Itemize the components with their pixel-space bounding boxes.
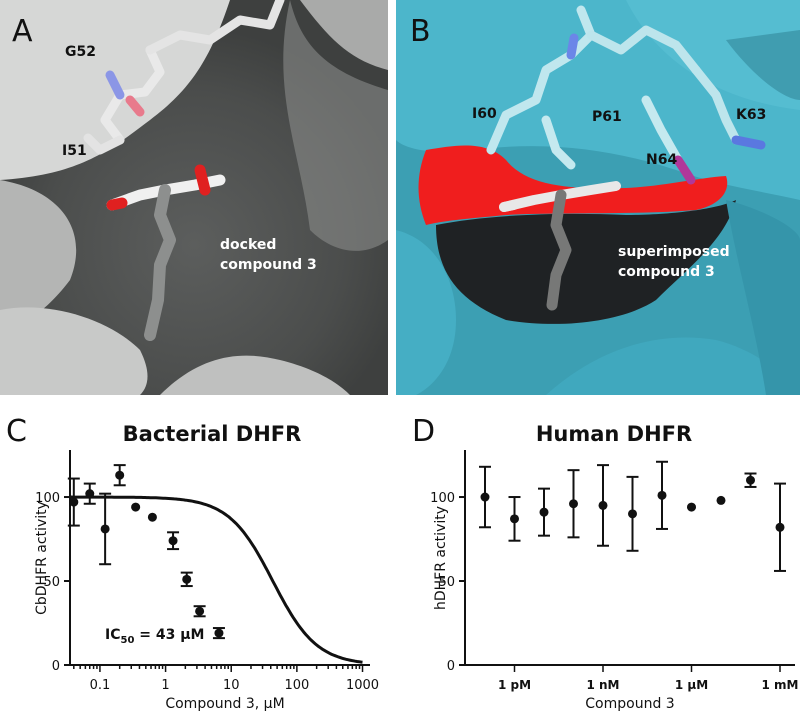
data-point bbox=[195, 606, 205, 616]
residue-label-g52: G52 bbox=[65, 44, 96, 60]
chart-c-ylabel: CbDHFR activity bbox=[34, 501, 50, 615]
x-tick-label: 10 bbox=[223, 678, 240, 693]
data-point bbox=[115, 470, 125, 480]
y-tick-label: 100 bbox=[430, 491, 455, 506]
data-point bbox=[69, 497, 79, 507]
data-point bbox=[131, 502, 141, 512]
x-tick-label: 0.1 bbox=[90, 678, 111, 693]
y-tick-label: 0 bbox=[52, 659, 60, 674]
residue-label-i60: I60 bbox=[472, 106, 497, 122]
fit-curve bbox=[70, 495, 363, 664]
chart-c-title: Bacterial DHFR bbox=[123, 422, 302, 446]
chart-d: D Human DHFR hDHFR activity Compound 3 0… bbox=[412, 414, 799, 712]
panel-c-letter: C bbox=[6, 414, 27, 449]
compound-label-line1: docked bbox=[220, 237, 277, 253]
y-tick-label: 100 bbox=[35, 491, 60, 506]
chart-c: C Bacterial DHFR CbDHFR activity Compoun… bbox=[6, 414, 379, 712]
x-tick-label: 1 bbox=[161, 678, 169, 693]
data-point bbox=[539, 507, 549, 517]
residue-label-n64: N64 bbox=[646, 152, 678, 168]
ic50-annotation: IC50 = 43 μM bbox=[105, 627, 204, 646]
data-point bbox=[628, 509, 637, 519]
x-tick-label: 100 bbox=[284, 678, 309, 693]
panel-d-letter: D bbox=[412, 414, 435, 449]
panel-b-image bbox=[396, 0, 800, 395]
residue-label-p61: P61 bbox=[592, 109, 622, 125]
panel-b-structure: B I60 P61 K63 N64 superimposed compound … bbox=[396, 0, 800, 395]
compound-label-line2: compound 3 bbox=[220, 257, 317, 273]
chart-d-ylabel: hDHFR activity bbox=[433, 506, 449, 610]
compound-label-line2: compound 3 bbox=[618, 264, 715, 280]
y-tick-label: 50 bbox=[438, 575, 455, 590]
chart-c-xlabel: Compound 3, μM bbox=[165, 696, 284, 712]
x-tick-label: 1 nM bbox=[586, 678, 619, 692]
residue-label-i51: I51 bbox=[62, 143, 87, 159]
data-point bbox=[569, 499, 578, 509]
y-tick-label: 0 bbox=[447, 659, 455, 674]
chart-d-title: Human DHFR bbox=[536, 422, 692, 446]
data-point bbox=[775, 522, 785, 532]
x-tick-label: 1 mM bbox=[762, 678, 799, 692]
x-tick-label: 1 pM bbox=[498, 678, 531, 692]
panel-a-structure: A G52 I51 docked compound 3 bbox=[0, 0, 388, 395]
data-point bbox=[147, 512, 157, 522]
data-point bbox=[510, 514, 519, 524]
data-point bbox=[168, 536, 178, 546]
data-point bbox=[182, 574, 192, 584]
data-point bbox=[480, 492, 490, 502]
x-tick-label: 1 μM bbox=[675, 678, 708, 692]
x-tick-label: 1000 bbox=[346, 678, 379, 693]
compound-label-line1: superimposed bbox=[618, 244, 730, 260]
panel-b-letter: B bbox=[410, 14, 431, 49]
data-point bbox=[746, 475, 755, 485]
data-point bbox=[214, 628, 224, 638]
residue-label-k63: K63 bbox=[736, 107, 767, 123]
chart-d-xlabel: Compound 3 bbox=[585, 696, 674, 712]
panel-a-letter: A bbox=[12, 14, 33, 49]
data-point bbox=[100, 524, 110, 534]
data-point bbox=[716, 495, 726, 505]
data-point bbox=[657, 490, 667, 500]
y-tick-label: 50 bbox=[43, 575, 60, 590]
panel-a-image bbox=[0, 0, 388, 395]
data-point bbox=[85, 489, 95, 499]
data-point bbox=[598, 500, 608, 510]
data-point bbox=[687, 502, 696, 512]
